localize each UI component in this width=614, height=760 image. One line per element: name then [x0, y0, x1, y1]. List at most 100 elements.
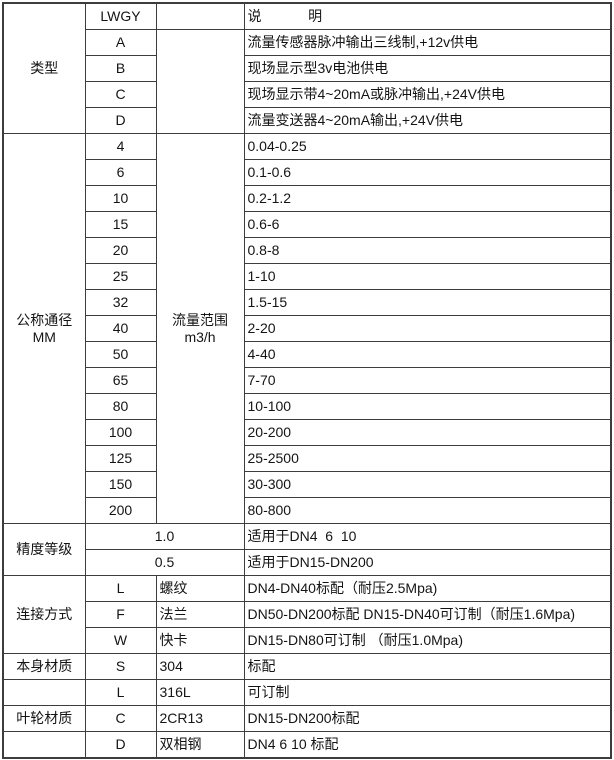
- table-row: 150 30-300: [3, 471, 612, 498]
- connection-code-cell: W: [84, 627, 157, 654]
- flow-range-cell: 0.04-0.25: [243, 133, 612, 160]
- dn-size-cell: 15: [84, 211, 157, 238]
- empty-label-cell: [2, 679, 86, 706]
- accuracy-desc-cell: 适用于DN15-DN200: [243, 549, 612, 576]
- table-row: F 法兰 DN50-DN200标配 DN15-DN40可订制（耐压1.6Mpa): [3, 601, 612, 628]
- impeller-material-desc-cell: DN15-DN200标配: [243, 705, 612, 732]
- dn-size-cell: 200: [84, 497, 157, 524]
- type-code-cell: A: [84, 29, 157, 56]
- flow-range-cell: 4-40: [243, 341, 612, 368]
- header-middle-empty-cell: [155, 2, 245, 30]
- flow-range-cell: 1.5-15: [243, 289, 612, 316]
- table-row: 80 10-100: [3, 393, 612, 420]
- connection-desc-cell: DN4-DN40标配（耐压2.5Mpa): [243, 575, 612, 602]
- dn-size-cell: 10: [84, 185, 157, 212]
- type-code-cell: D: [84, 107, 157, 134]
- row-label-accuracy: 精度等级: [2, 523, 86, 576]
- dn-size-cell: 6: [84, 159, 157, 186]
- flow-range-cell: 0.2-1.2: [243, 185, 612, 212]
- flow-range-cell: 0.8-8: [243, 237, 612, 264]
- table-row: C 现场显示带4~20mA或脉冲输出,+24V供电: [3, 81, 612, 108]
- table-row: W 快卡 DN15-DN80可订制 （耐压1.0Mpa): [3, 627, 612, 654]
- table-row: 65 7-70: [3, 367, 612, 394]
- body-material-code-cell: L: [84, 679, 157, 706]
- table-row: 32 1.5-15: [3, 289, 612, 316]
- row-label-diameter: 公称通径 MM: [2, 133, 86, 524]
- accuracy-value-cell: 0.5: [84, 549, 245, 576]
- body-material-desc-cell: 可订制: [243, 679, 612, 706]
- connection-code-cell: F: [84, 601, 157, 628]
- table-row: 6 0.1-0.6: [3, 159, 612, 186]
- body-material-desc-cell: 标配: [243, 653, 612, 680]
- connection-name-cell: 螺纹: [155, 575, 245, 602]
- dn-size-cell: 25: [84, 263, 157, 290]
- table-row: 精度等级 1.0 适用于DN4 6 10: [2, 523, 612, 576]
- dn-size-cell: 100: [84, 419, 157, 446]
- flow-range-cell: 25-2500: [243, 445, 612, 472]
- table-row: 200 80-800: [3, 497, 612, 524]
- header-code-cell: LWGY: [84, 2, 157, 30]
- row-label-body-material: 本身材质: [2, 653, 86, 680]
- table-row: 20 0.8-8: [3, 237, 612, 264]
- table-row: 10 0.2-1.2: [3, 185, 612, 212]
- type-desc-cell: 流量传感器脉冲输出三线制,+12v供电: [243, 29, 612, 56]
- body-material-code-cell: S: [84, 653, 157, 680]
- flow-range-cell: 0.1-0.6: [243, 159, 612, 186]
- connection-desc-cell: DN50-DN200标配 DN15-DN40可订制（耐压1.6Mpa): [243, 601, 612, 628]
- dn-size-cell: 65: [84, 367, 157, 394]
- table-row: B 现场显示型3v电池供电: [3, 55, 612, 82]
- row-label-impeller-material: 叶轮材质: [2, 705, 86, 732]
- connection-code-cell: L: [84, 575, 157, 602]
- dn-size-cell: 20: [84, 237, 157, 264]
- accuracy-desc-cell: 适用于DN4 6 10: [243, 523, 612, 550]
- impeller-material-desc-cell: DN4 6 10 标配: [243, 731, 612, 759]
- flow-range-cell: 0.6-6: [243, 211, 612, 238]
- dn-size-cell: 80: [84, 393, 157, 420]
- dn-size-cell: 150: [84, 471, 157, 498]
- impeller-material-code-cell: D: [84, 731, 157, 759]
- table-row: L 316L 可订制: [2, 679, 612, 706]
- type-desc-cell: 流量变送器4~20mA输出,+24V供电: [243, 107, 612, 134]
- table-row: 15 0.6-6: [3, 211, 612, 238]
- flow-label-line2: m3/h: [184, 328, 216, 345]
- table-row: A 流量传感器脉冲输出三线制,+12v供电: [3, 29, 612, 134]
- dn-size-cell: 40: [84, 315, 157, 342]
- accuracy-value-cell: 1.0: [84, 523, 245, 550]
- table-row: 50 4-40: [3, 341, 612, 368]
- flow-range-cell: 10-100: [243, 393, 612, 420]
- flow-range-cell: 20-200: [243, 419, 612, 446]
- impeller-material-name-cell: 双相钢: [155, 731, 245, 759]
- body-material-name-cell: 316L: [155, 679, 245, 706]
- type-code-cell: C: [84, 81, 157, 108]
- table-row: 40 2-20: [3, 315, 612, 342]
- connection-name-cell: 快卡: [155, 627, 245, 654]
- flow-range-label-cell: 流量范围 m3/h: [155, 133, 245, 524]
- type-desc-cell: 现场显示带4~20mA或脉冲输出,+24V供电: [243, 81, 612, 108]
- row-label-connection: 连接方式: [2, 575, 86, 654]
- diameter-label-line1: 公称通径: [16, 312, 73, 329]
- flow-range-cell: 30-300: [243, 471, 612, 498]
- type-code-cell: B: [84, 55, 157, 82]
- dn-size-cell: 125: [84, 445, 157, 472]
- table-row: 叶轮材质 C 2CR13 DN15-DN200标配: [2, 705, 612, 732]
- flow-range-cell: 2-20: [243, 315, 612, 342]
- table-row: 0.5 适用于DN15-DN200: [3, 549, 612, 576]
- diameter-label-line2: MM: [32, 328, 56, 345]
- table-row: D 双相钢 DN4 6 10 标配: [2, 731, 612, 759]
- flow-range-cell: 7-70: [243, 367, 612, 394]
- table-row: 类型 LWGY 说 明: [2, 2, 612, 134]
- table-row: 公称通径 MM 4 流量范围 m3/h 0.04-0.25: [2, 133, 612, 524]
- impeller-material-code-cell: C: [84, 705, 157, 732]
- flow-range-cell: 80-800: [243, 497, 612, 524]
- flow-label-line1: 流量范围: [172, 312, 228, 329]
- table-row: 25 1-10: [3, 263, 612, 290]
- connection-desc-cell: DN15-DN80可订制 （耐压1.0Mpa): [243, 627, 612, 654]
- empty-label-cell: [2, 731, 86, 759]
- table-row: D 流量变送器4~20mA输出,+24V供电: [3, 107, 612, 134]
- impeller-material-name-cell: 2CR13: [155, 705, 245, 732]
- type-desc-cell: 现场显示型3v电池供电: [243, 55, 612, 82]
- dn-size-cell: 50: [84, 341, 157, 368]
- table-row: 本身材质 S 304 标配: [2, 653, 612, 680]
